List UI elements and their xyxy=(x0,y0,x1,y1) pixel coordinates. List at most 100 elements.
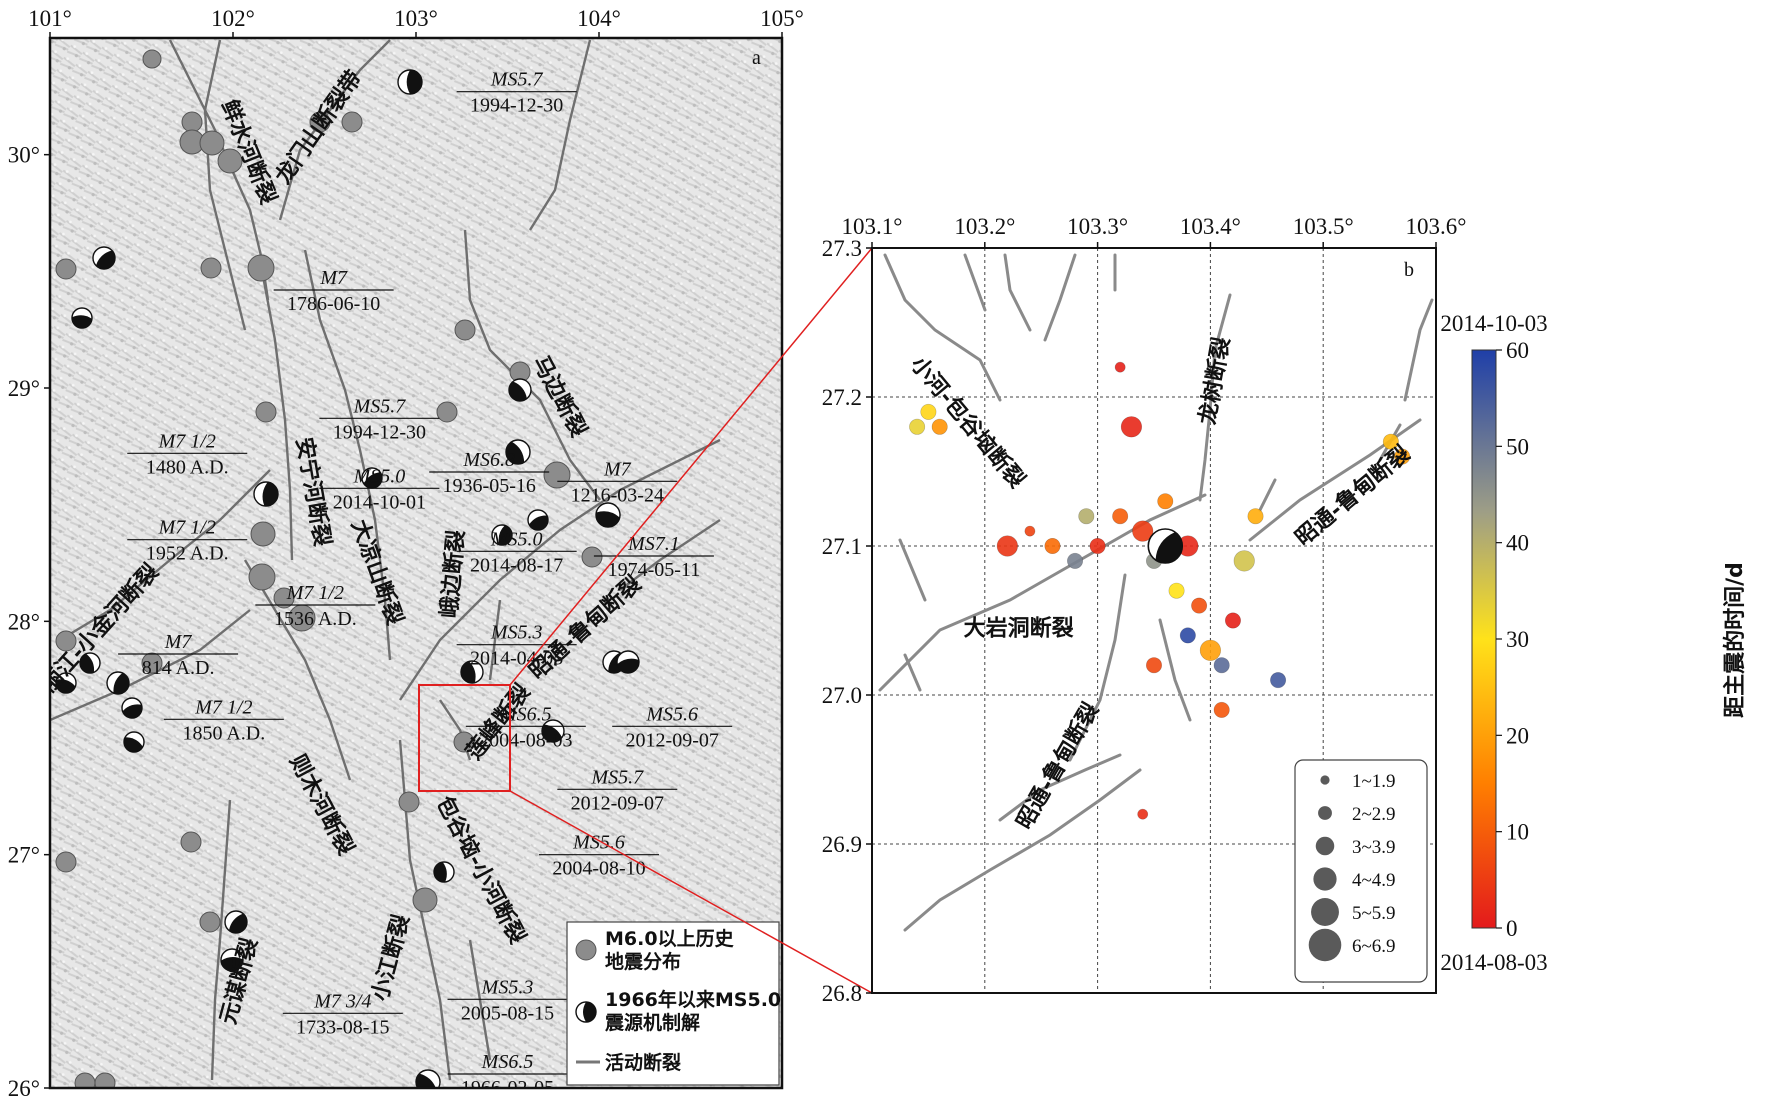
size-legend-marker xyxy=(1320,775,1330,785)
connector-top xyxy=(509,247,873,686)
panel-b-ticks: 103.1° 103.2° 103.3° 103.4° 103.5° 103.6° 27.3… xyxy=(822,214,1467,1006)
aftershock-point xyxy=(1089,537,1106,554)
event-annotation: M7 1/2 1952 A.D. xyxy=(127,517,248,565)
event-magnitude: MS5.0 xyxy=(490,528,543,550)
event-annotation: MS6.8 1936-05-16 xyxy=(429,449,550,497)
mainshock-focal-icon xyxy=(1147,528,1184,564)
size-legend-label: 3~3.9 xyxy=(1352,837,1396,858)
aftershock-point xyxy=(1078,508,1095,525)
historical-quake-marker xyxy=(94,1072,116,1088)
focal-mechanism-icon xyxy=(460,660,484,684)
event-annotation: MS6.5 2004-08-03 xyxy=(465,703,586,751)
colorbar-tick-label: 30 xyxy=(1506,627,1529,652)
size-legend-label: 6~6.9 xyxy=(1352,936,1396,957)
fault-trace xyxy=(303,249,392,661)
aftershock-point xyxy=(1146,657,1163,674)
focal-mechanism-icon xyxy=(123,731,145,753)
event-magnitude: M7 1/2 xyxy=(158,517,216,539)
aftershock-point xyxy=(1168,582,1185,599)
x-tick-label: 103.6° xyxy=(1406,214,1467,239)
x-tick-label: 105° xyxy=(760,6,804,31)
fault-trace xyxy=(898,538,927,602)
panel-b-points xyxy=(909,361,1411,820)
historical-quake-marker xyxy=(199,911,221,933)
colorbar-gradient xyxy=(1471,349,1497,929)
y-tick-label: 26.8 xyxy=(822,981,862,1006)
fault-trace xyxy=(59,469,271,642)
event-date: 2004-08-10 xyxy=(552,858,645,880)
event-magnitude: M7 xyxy=(319,267,348,289)
colorbar: 2014-10-03 2014-08-03 距主震的时间/d 60 50 40 30 2… xyxy=(1440,311,1748,975)
historical-quake-marker xyxy=(248,563,276,591)
focal-mechanism-icon xyxy=(433,861,455,883)
event-date: 1850 A.D. xyxy=(182,722,265,744)
historical-quake-marker xyxy=(436,401,458,423)
legend-historical-line1: M6.0以上历史 xyxy=(605,928,735,950)
focal-mechanism-icon xyxy=(541,719,565,743)
historical-quake-marker xyxy=(74,1072,96,1088)
event-magnitude: M7 3/4 xyxy=(313,990,371,1012)
fault-trace xyxy=(903,768,1142,932)
event-date: 1994-12-30 xyxy=(470,95,563,117)
event-magnitude: M7 1/2 xyxy=(194,696,252,718)
historical-quake-marker xyxy=(309,111,331,133)
y-tick-label: 27.0 xyxy=(822,683,862,708)
event-magnitude: M7 1/2 xyxy=(286,582,344,604)
focal-mechanism-icon xyxy=(121,697,143,719)
aftershock-point xyxy=(931,418,948,435)
historical-quake-marker xyxy=(142,49,162,69)
aftershock-point xyxy=(1191,597,1208,614)
event-annotation: MS5.7 1994-12-30 xyxy=(456,69,577,117)
fault-trace xyxy=(258,259,294,561)
event-magnitude: M7 xyxy=(603,458,632,480)
event-annotation: MS6.5 1966-02-05 xyxy=(447,1051,568,1088)
fault-trace xyxy=(903,653,922,692)
fault-trace xyxy=(963,253,987,312)
aftershock-point xyxy=(1067,552,1084,569)
focal-mechanism-icon xyxy=(224,910,248,934)
event-annotation: M7 3/4 1733-08-15 xyxy=(282,990,403,1038)
aftershock-point xyxy=(920,403,937,420)
y-tick-label: 27° xyxy=(8,843,40,868)
size-legend-marker xyxy=(1313,867,1337,891)
focal-mechanism-icon xyxy=(220,948,244,972)
size-legend-label: 2~2.9 xyxy=(1352,804,1396,825)
historical-quake-marker xyxy=(181,111,203,133)
panel-a-ticks: 101° 102° 103° 104° 105° 30° 29° 28° 27° 26° xyxy=(8,6,804,1101)
event-magnitude: MS5.0 xyxy=(353,465,406,487)
fault-trace xyxy=(468,939,492,1061)
aftershock-point xyxy=(1270,672,1287,689)
panel-a-letter: a xyxy=(752,47,761,69)
aftershock-point xyxy=(1157,493,1174,510)
y-tick-label: 27.3 xyxy=(822,236,862,261)
aftershock-point xyxy=(1024,525,1036,537)
historical-quake-marker xyxy=(55,851,77,873)
panel-a-terrain xyxy=(50,38,782,1088)
fault-trace xyxy=(243,559,352,781)
event-date: 2004-08-03 xyxy=(479,729,572,751)
focal-mechanism-icon xyxy=(415,1069,441,1088)
panel-a-legend: M6.0以上历史 地震分布 1966年以来MS5.0 震源机制解 活动断裂 xyxy=(566,921,781,1086)
fault-trace xyxy=(619,519,721,591)
aftershock-point xyxy=(1114,361,1126,373)
event-annotation: M7 1/2 1480 A.D. xyxy=(127,430,248,478)
historical-quake-marker xyxy=(55,258,77,280)
event-magnitude: MS6.5 xyxy=(481,1051,534,1073)
historical-quake-marker xyxy=(398,791,420,813)
event-magnitude: M7 xyxy=(164,631,193,653)
legend-fault-label: 活动断裂 xyxy=(605,1051,681,1074)
colorbar-label: 距主震的时间/d xyxy=(1722,562,1748,718)
colorbar-tick-label: 20 xyxy=(1506,723,1529,748)
event-annotation: M7 814 A.D. xyxy=(118,631,239,679)
historical-quake-marker xyxy=(454,319,476,341)
fault-trace xyxy=(1068,573,1127,762)
historical-quake-marker xyxy=(247,254,275,282)
focal-mechanism-icon xyxy=(92,246,116,270)
historical-quake-marker xyxy=(55,630,77,652)
y-tick-label: 28° xyxy=(8,609,40,634)
inset-box xyxy=(418,684,511,792)
event-magnitude: MS5.3 xyxy=(481,976,534,998)
fault-trace xyxy=(278,39,391,221)
historical-quake-marker xyxy=(199,130,225,156)
